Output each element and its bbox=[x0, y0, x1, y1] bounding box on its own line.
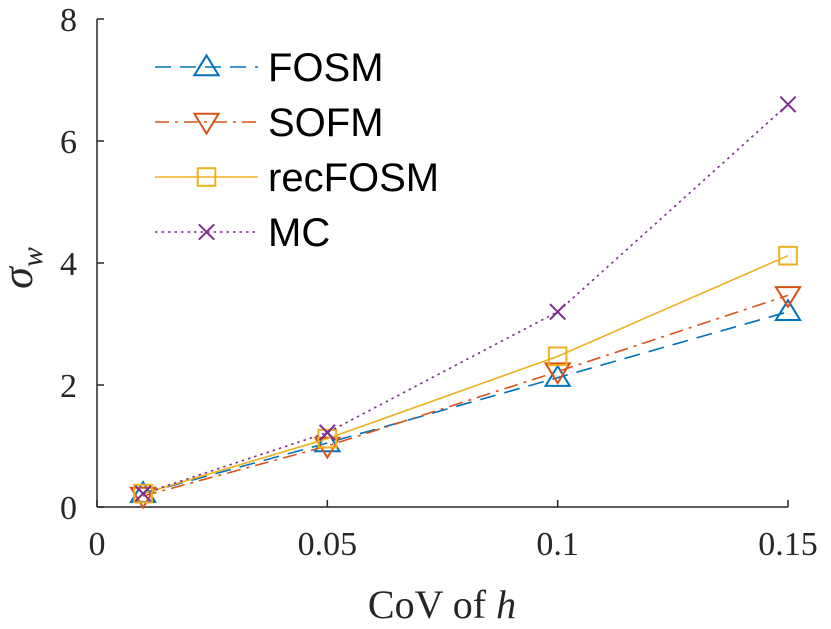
series-sofm bbox=[129, 286, 802, 510]
legend-marker bbox=[198, 223, 215, 241]
series-line-sofm bbox=[142, 294, 789, 497]
data-point-sofm bbox=[774, 286, 802, 309]
data-point-mc bbox=[549, 303, 567, 321]
legend-item-sofm: SOFM bbox=[155, 101, 384, 145]
y-axis-label-sigma: σ bbox=[0, 265, 42, 289]
legend-item-recfosm: recFOSM bbox=[155, 156, 439, 200]
legend-label: recFOSM bbox=[268, 156, 439, 200]
data-point-recfosm bbox=[317, 428, 338, 449]
legend-label: SOFM bbox=[268, 101, 384, 145]
series-layer bbox=[129, 95, 802, 510]
data-point-mc bbox=[318, 424, 336, 441]
x-tick-label: 0 bbox=[89, 526, 106, 563]
y-tick-label: 4 bbox=[60, 246, 77, 283]
data-point-fosm bbox=[543, 364, 572, 387]
x-tick-label: 0.15 bbox=[758, 526, 818, 563]
data-point-recfosm bbox=[547, 346, 568, 367]
series-line-recfosm bbox=[142, 254, 789, 495]
data-point-recfosm bbox=[778, 245, 798, 266]
data-point-recfosm bbox=[133, 483, 153, 504]
data-point-mc bbox=[779, 95, 797, 113]
legend-item-mc: MC bbox=[155, 211, 330, 255]
data-point-fosm bbox=[774, 298, 802, 322]
axes: 0 0.05 0.1 0.15 0 2 4 6 8 bbox=[60, 2, 818, 563]
y-axis-label: σw bbox=[0, 247, 49, 289]
x-axis-label-var: h bbox=[496, 582, 516, 627]
data-point-sofm bbox=[543, 362, 572, 386]
y-tick-label: 0 bbox=[60, 490, 77, 527]
x-axis-label-main: CoV of bbox=[368, 582, 496, 627]
y-tick-label: 8 bbox=[60, 2, 77, 39]
data-point-sofm bbox=[129, 486, 157, 510]
legend-label: FOSM bbox=[268, 46, 384, 90]
legend-item-fosm: FOSM bbox=[155, 46, 384, 90]
data-point-mc bbox=[134, 485, 152, 502]
series-line-fosm bbox=[142, 311, 789, 495]
legend: FOSM SOFM recFOSM MC bbox=[155, 46, 439, 255]
y-axis-label-sub: w bbox=[16, 247, 49, 267]
series-line-mc bbox=[142, 103, 789, 495]
x-tick-label: 0.05 bbox=[298, 526, 358, 563]
legend-label: MC bbox=[268, 211, 330, 255]
legend-marker bbox=[196, 167, 217, 187]
series-recfosm bbox=[133, 245, 798, 504]
x-axis-label: CoV of h bbox=[368, 582, 516, 627]
series-mc bbox=[134, 95, 797, 502]
legend-marker bbox=[192, 112, 221, 136]
y-tick-label: 2 bbox=[60, 368, 77, 405]
y-tick-label: 6 bbox=[60, 124, 77, 161]
x-tick-label: 0.1 bbox=[536, 526, 579, 563]
legend-marker bbox=[192, 53, 221, 77]
